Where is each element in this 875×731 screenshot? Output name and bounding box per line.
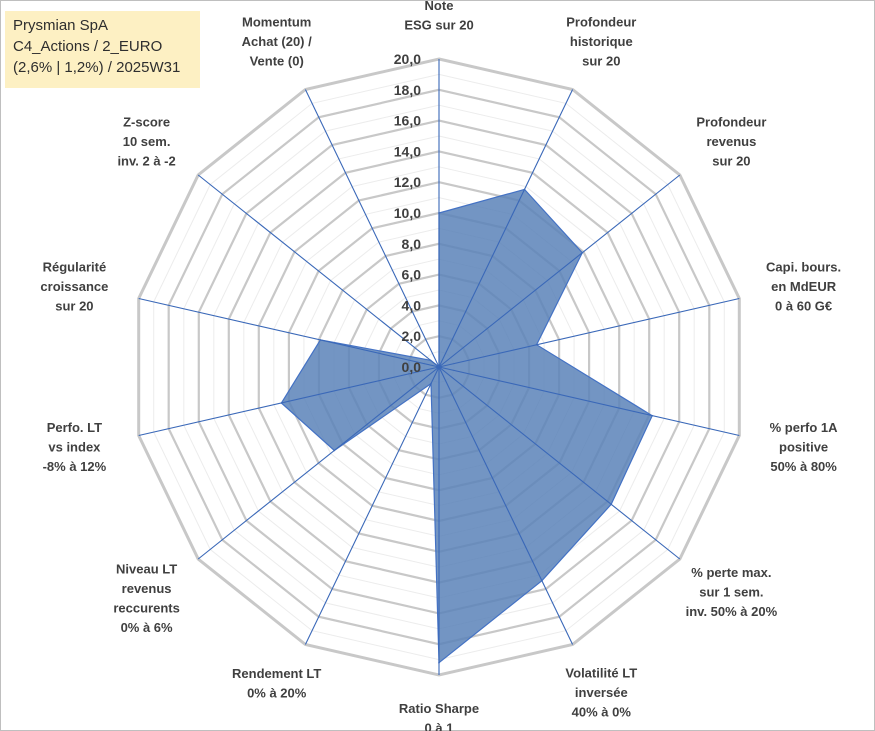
axis-label-7: Ratio Sharpe 0 à 1 — [399, 701, 479, 731]
axis-label-line: Z-score — [123, 115, 170, 130]
tick-label: 0,0 — [402, 359, 422, 375]
axis-label-line: sur 20 — [712, 154, 750, 169]
axis-label-line: 50% à 80% — [770, 459, 837, 474]
title-line-stats: (2,6% | 1,2%) / 2025W31 — [13, 59, 181, 76]
title-line-company: Prysmian SpA — [13, 17, 109, 34]
axis-label-line: Momentum — [242, 14, 311, 29]
axis-label-10: Perfo. LT vs index -8% à 12% — [43, 420, 107, 474]
axis-label-line: revenus — [122, 581, 172, 596]
axis-label-line: inv. 2 à -2 — [117, 154, 175, 169]
axis-spoke — [438, 366, 740, 437]
axis-label-line: Profondeur — [696, 115, 766, 130]
axis-spoke — [197, 366, 440, 560]
axis-label-line: Perfo. LT — [47, 420, 102, 435]
axis-label-6: Volatilité LT inversée 40% à 0% — [565, 665, 637, 719]
axis-label-line: reccurents — [113, 600, 179, 615]
tick-label: 12,0 — [394, 174, 421, 190]
axis-label-9: Niveau LT revenus reccurents 0% à 6% — [113, 561, 179, 635]
axis-label-line: vs index — [48, 440, 101, 455]
axis-spoke — [304, 89, 440, 368]
axis-label-3: Capi. bours. en MdEUR 0 à 60 G€ — [766, 259, 841, 313]
axis-label-4: % perfo 1A positive 50% à 80% — [770, 420, 839, 474]
axis-spoke — [438, 174, 681, 368]
axis-label-12: Z-score 10 sem. inv. 2 à -2 — [117, 115, 175, 169]
axis-spoke — [138, 297, 440, 368]
axis-label-line: croissance — [40, 279, 108, 294]
axis-spoke — [197, 174, 440, 368]
tick-label: 18,0 — [394, 82, 421, 98]
axis-label-line: Ratio Sharpe — [399, 701, 479, 716]
tick-label: 8,0 — [402, 236, 422, 252]
spoke-layer — [138, 59, 740, 675]
axis-label-line: positive — [779, 440, 828, 455]
axis-label-line: Rendement LT — [232, 666, 321, 681]
axis-label-line: Achat (20) / — [242, 34, 312, 49]
series-layer — [280, 188, 653, 664]
axis-spoke — [304, 366, 440, 645]
axis-label-line: sur 20 — [582, 53, 620, 68]
axis-label-line: 0 à 1 — [425, 721, 454, 731]
axis-label-2: Profondeur revenus sur 20 — [696, 115, 766, 169]
tick-label: 4,0 — [402, 297, 422, 313]
axis-spoke — [438, 89, 574, 368]
axis-label-line: sur 1 sem. — [699, 585, 763, 600]
title-line-category: C4_Actions / 2_EURO — [13, 38, 163, 55]
axis-label-line: 0% à 20% — [247, 686, 307, 701]
axis-label-5: % perte max. sur 1 sem. inv. 50% à 20% — [686, 565, 778, 619]
axis-label-line: Régularité — [43, 259, 107, 274]
axis-label-8: Rendement LT 0% à 20% — [232, 666, 321, 701]
axis-label-line: historique — [570, 34, 633, 49]
tick-label: 14,0 — [394, 143, 421, 159]
axis-label-line: Vente (0) — [250, 53, 304, 68]
axis-label-line: en MdEUR — [771, 279, 837, 294]
tick-label: 10,0 — [394, 205, 421, 221]
axis-label-line: inversée — [575, 685, 628, 700]
axis-label-0: Note ESG sur 20 — [404, 0, 473, 33]
axis-label-line: inv. 50% à 20% — [686, 604, 778, 619]
axis-label-line: 0% à 6% — [121, 620, 173, 635]
axis-label-line: 10 sem. — [123, 134, 171, 149]
axis-label-1: Profondeur historique sur 20 — [566, 14, 636, 68]
axis-label-11: Régularité croissance sur 20 — [40, 259, 108, 313]
tick-labels: 0,0 2,0 4,0 6,0 8,0 10,0 12,0 14,0 16,0 18,0 20,0 — [394, 51, 421, 375]
axis-label-line: -8% à 12% — [43, 459, 107, 474]
axis-label-line: % perfo 1A — [770, 420, 839, 435]
axis-label-line: Volatilité LT — [565, 665, 637, 680]
series-area — [280, 188, 653, 664]
axis-label-line: Niveau LT — [116, 561, 177, 576]
axis-label-line: Profondeur — [566, 14, 636, 29]
tick-label: 20,0 — [394, 51, 421, 67]
axis-spoke — [438, 366, 681, 560]
chart-title-box: Prysmian SpA C4_Actions / 2_EURO (2,6% |… — [5, 11, 200, 88]
tick-label: 2,0 — [402, 328, 422, 344]
axis-spoke — [438, 366, 574, 645]
tick-label: 6,0 — [402, 267, 422, 283]
axis-label-line: 0 à 60 G€ — [775, 298, 832, 313]
axis-spoke — [438, 297, 740, 368]
tick-label: 16,0 — [394, 113, 421, 129]
axis-label-13: Momentum Achat (20) / Vente (0) — [242, 14, 312, 68]
axis-label-line: revenus — [706, 134, 756, 149]
axis-label-line: 40% à 0% — [572, 704, 632, 719]
axis-label-line: sur 20 — [55, 298, 93, 313]
axis-label-line: % perte max. — [691, 565, 771, 580]
axis-label-line: ESG sur 20 — [404, 18, 473, 33]
axis-labels: Note ESG sur 20 Profondeur historique sur 20… — [40, 0, 841, 731]
axis-spoke — [138, 366, 440, 437]
axis-label-line: Note — [425, 0, 454, 13]
axis-label-line: Capi. bours. — [766, 259, 841, 274]
